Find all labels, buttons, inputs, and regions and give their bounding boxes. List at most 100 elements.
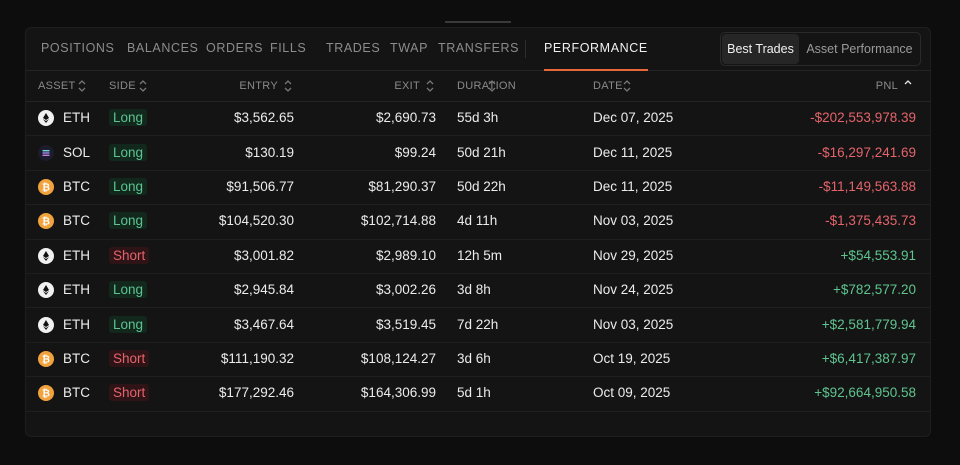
sort-icon[interactable]	[425, 79, 435, 93]
date-cell: Dec 11, 2025	[593, 179, 673, 194]
asset-icon: ₿	[38, 385, 54, 402]
side-badge: Long	[109, 178, 148, 195]
asset-icon	[38, 144, 54, 161]
exit-cell: $3,002.26	[375, 282, 436, 298]
asset-cell: SOL	[63, 144, 91, 160]
divider	[25, 70, 931, 71]
date-cell: Nov 29, 2025	[593, 247, 674, 263]
exit-cell: $102,714.88	[360, 213, 436, 229]
row-divider	[25, 273, 931, 274]
column-header[interactable]: ENTRY	[239, 80, 278, 92]
tab[interactable]: TWAP	[390, 41, 429, 55]
asset-icon	[38, 282, 54, 299]
drag-handle	[445, 21, 511, 23]
duration-cell: 55d 3h	[457, 110, 499, 126]
column-header[interactable]: PNL	[875, 80, 898, 92]
row-divider	[25, 376, 931, 378]
date-cell: Dec 07, 2025	[593, 110, 674, 126]
entry-cell: $3,001.82	[233, 247, 294, 263]
panel	[25, 27, 931, 437]
entry-cell: $3,467.64	[233, 316, 294, 332]
entry-cell: $177,292.46	[218, 385, 294, 401]
tab[interactable]: TRADES	[326, 41, 381, 55]
date-cell: Nov 03, 2025	[593, 316, 674, 332]
pnl-cell: +$2,581,779.94	[821, 316, 916, 332]
pnl-cell: -$1,375,435.73	[825, 213, 916, 229]
side-badge: Long	[109, 315, 148, 333]
entry-cell: $2,945.84	[233, 282, 294, 298]
sort-icon[interactable]	[903, 79, 913, 93]
duration-cell: 5d 1h	[457, 385, 491, 401]
exit-cell: $164,306.99	[360, 385, 436, 401]
row-divider	[25, 307, 931, 309]
exit-cell: $2,989.10	[375, 247, 436, 263]
svg-text:₿: ₿	[42, 216, 50, 228]
svg-text:₿: ₿	[42, 388, 50, 400]
side-badge: Short	[109, 384, 150, 402]
column-header[interactable]: DURATION	[457, 80, 517, 92]
pnl-cell: -$202,553,978.39	[810, 110, 916, 126]
toggle-group	[720, 32, 921, 66]
sort-icon[interactable]	[622, 79, 632, 93]
toggle-button[interactable]: Best Trades	[722, 34, 799, 64]
asset-icon: ₿	[38, 213, 54, 230]
duration-cell: 12h 5m	[457, 247, 503, 263]
column-header[interactable]: DATE	[593, 80, 623, 92]
asset-icon: ₿	[38, 351, 54, 367]
pnl-cell: -$11,149,563.88	[818, 179, 916, 194]
tab[interactable]: ORDERS	[206, 41, 264, 55]
divider	[25, 101, 931, 102]
entry-cell: $91,506.77	[226, 179, 294, 194]
sort-icon[interactable]	[487, 79, 497, 93]
row-divider	[25, 204, 931, 206]
exit-cell: $81,290.37	[368, 179, 436, 194]
asset-icon: ₿	[38, 179, 54, 195]
asset-cell: ETH	[63, 247, 90, 263]
tab[interactable]: PERFORMANCE	[544, 41, 648, 55]
toggle-button[interactable]: Asset Performance	[806, 42, 913, 56]
side-badge: Long	[109, 212, 148, 230]
asset-icon	[38, 316, 54, 333]
tab[interactable]: POSITIONS	[41, 41, 115, 55]
pnl-cell: +$92,664,950.58	[814, 385, 916, 401]
tab[interactable]: TRANSFERS	[438, 41, 520, 55]
entry-cell: $3,562.65	[233, 110, 294, 126]
tab[interactable]: FILLS	[270, 41, 307, 55]
row-divider	[25, 410, 931, 412]
svg-text:₿: ₿	[42, 182, 50, 194]
row-divider	[25, 169, 931, 171]
side-badge: Long	[109, 281, 148, 299]
column-header[interactable]: SIDE	[109, 80, 136, 92]
duration-cell: 7d 22h	[457, 316, 499, 332]
exit-cell: $3,519.45	[375, 316, 436, 332]
date-cell: Dec 11, 2025	[593, 144, 673, 160]
asset-cell: ETH	[63, 316, 90, 332]
asset-cell: ETH	[63, 110, 90, 126]
side-badge: Short	[109, 350, 150, 367]
row-divider	[25, 135, 931, 137]
asset-cell: BTC	[63, 351, 90, 366]
side-badge: Long	[109, 109, 148, 127]
column-header[interactable]: ASSET	[38, 80, 76, 92]
pnl-cell: -$16,297,241.69	[817, 144, 916, 160]
asset-cell: ETH	[63, 282, 90, 298]
date-cell: Oct 09, 2025	[593, 385, 671, 401]
asset-cell: BTC	[63, 385, 90, 401]
duration-cell: 50d 21h	[457, 144, 506, 160]
sort-icon[interactable]	[283, 79, 293, 93]
asset-cell: BTC	[63, 213, 90, 229]
date-cell: Oct 19, 2025	[593, 351, 671, 366]
side-badge: Short	[109, 246, 150, 264]
tab-separator	[525, 40, 526, 58]
column-header[interactable]: EXIT	[394, 80, 420, 92]
asset-icon	[38, 110, 54, 127]
pnl-cell: +$54,553.91	[840, 247, 916, 263]
sort-icon[interactable]	[138, 79, 148, 93]
duration-cell: 3d 6h	[457, 351, 491, 366]
pnl-cell: +$6,417,387.97	[821, 351, 916, 366]
duration-cell: 4d 11h	[457, 213, 498, 229]
exit-cell: $2,690.73	[375, 110, 436, 126]
sort-icon[interactable]	[77, 79, 87, 93]
tab[interactable]: BALANCES	[127, 41, 199, 55]
tab-underline	[544, 69, 648, 71]
